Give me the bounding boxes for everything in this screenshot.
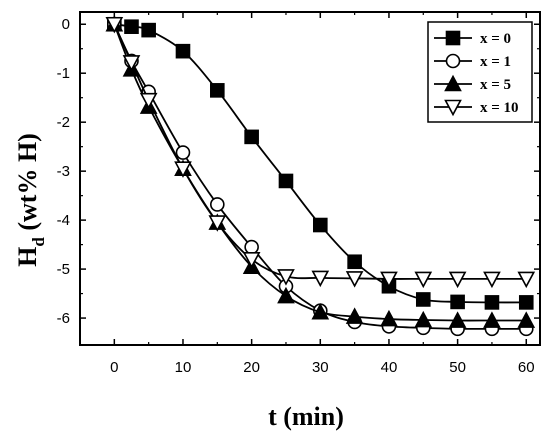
y-axis-title-subscript: d	[29, 237, 48, 247]
legend-entry: x = 5	[434, 74, 511, 93]
data-point	[242, 252, 261, 269]
data-point	[208, 215, 227, 232]
data-point	[139, 92, 158, 110]
x-tick-label: 60	[518, 359, 535, 376]
data-point	[312, 217, 328, 233]
legend-label: x = 5	[480, 77, 511, 93]
data-point	[277, 286, 295, 304]
legend-entry: x = 10	[434, 99, 519, 117]
y-tick-label: -4	[57, 212, 70, 229]
data-point	[210, 83, 225, 98]
legend-label: x = 10	[480, 100, 519, 116]
legend-entry: x = 1	[434, 53, 511, 70]
data-point	[122, 55, 141, 72]
data-point	[380, 309, 398, 327]
data-point	[517, 271, 536, 289]
data-point	[448, 271, 467, 289]
legend-marker	[444, 74, 462, 92]
y-tick-label: -1	[57, 65, 70, 82]
y-tick-label: -3	[57, 163, 70, 180]
data-point	[210, 197, 225, 212]
data-point	[380, 271, 398, 289]
y-tick-label: -5	[57, 261, 70, 278]
x-tick-label: 40	[381, 359, 398, 376]
data-point	[277, 269, 295, 286]
data-point	[141, 22, 156, 38]
legend: x = 0 x = 1 x = 5 x = 10	[427, 21, 533, 123]
data-point	[311, 302, 330, 320]
data-point	[517, 311, 536, 328]
x-tick-label: 10	[175, 359, 192, 376]
data-point	[174, 161, 192, 178]
data-point	[450, 294, 465, 310]
axes: 0 10 20 30 40 50 60 0 -1 -2 -3 -4 -5 -6	[57, 11, 541, 376]
legend-marker	[445, 30, 461, 46]
y-axis-title-rest: (wt% H)	[13, 133, 42, 237]
x-tick-label: 20	[243, 359, 260, 376]
legend-entry: x = 0	[434, 30, 511, 47]
series-4	[105, 16, 536, 289]
x-tick-label: 50	[449, 359, 466, 376]
data-point	[483, 311, 501, 328]
legend-label: x = 0	[480, 31, 511, 47]
legend-marker	[445, 53, 461, 69]
data-point	[345, 307, 364, 324]
data-point	[175, 43, 191, 59]
x-axis-title: t (min)	[268, 402, 344, 431]
y-tick-label: -2	[57, 114, 70, 131]
data-point	[345, 271, 364, 288]
data-point	[414, 271, 433, 289]
plot-frame	[79, 11, 541, 346]
y-axis-title: Hd (wt% H)	[13, 133, 48, 267]
data-point	[244, 129, 259, 145]
y-tick-label: 0	[62, 16, 70, 33]
series-1	[107, 16, 534, 310]
y-axis-title-main: H	[13, 247, 42, 267]
data-point	[124, 19, 139, 34]
x-tick-label: 0	[110, 359, 118, 376]
data-point	[175, 145, 191, 160]
data-point	[311, 270, 330, 288]
data-point	[347, 254, 362, 270]
data-point	[518, 295, 534, 310]
legend-label: x = 1	[480, 54, 511, 70]
x-tick-label: 30	[312, 359, 329, 376]
data-point	[244, 239, 259, 255]
data-point	[448, 311, 467, 328]
series-layer	[105, 15, 536, 337]
data-point	[414, 310, 433, 328]
data-point	[278, 173, 294, 189]
y-axis-title-group: Hd (wt% H)	[13, 133, 48, 267]
y-tick-label: -6	[57, 310, 70, 327]
data-point	[483, 271, 501, 289]
data-point	[484, 295, 500, 310]
legend-marker	[444, 99, 462, 117]
data-point	[415, 292, 431, 307]
